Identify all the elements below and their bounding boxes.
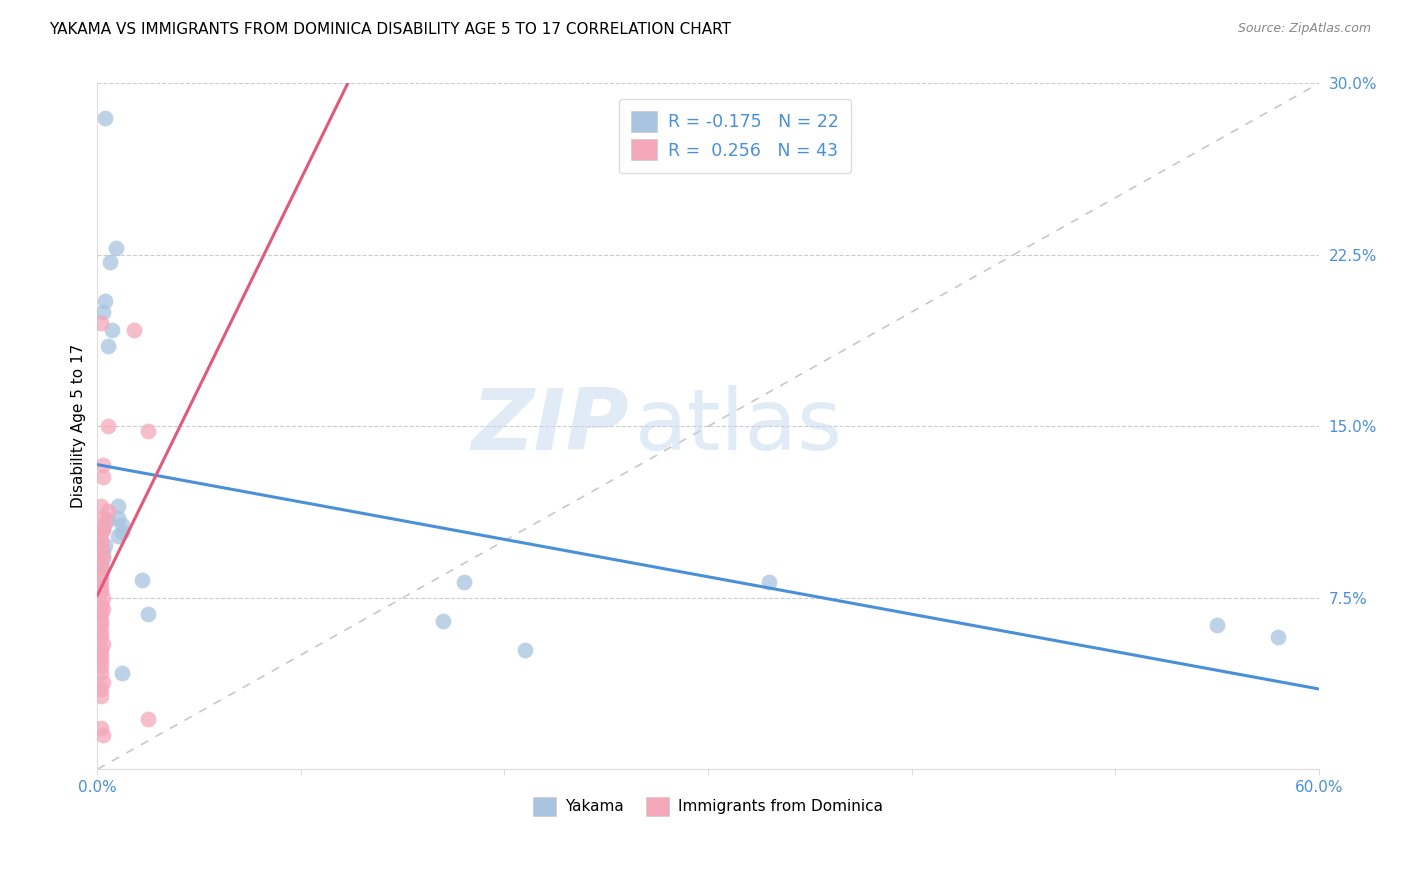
Point	[90, 614, 112, 628]
Point	[107, 529, 129, 543]
Point	[94, 111, 117, 125]
Point	[90, 526, 112, 541]
Point	[90, 584, 112, 599]
Point	[136, 712, 159, 726]
Point	[96, 513, 118, 527]
Point	[98, 254, 121, 268]
Point	[90, 533, 112, 548]
Point	[1206, 618, 1229, 632]
Point	[107, 500, 129, 514]
Point	[90, 557, 112, 571]
Point	[1267, 630, 1289, 644]
Point	[93, 636, 115, 650]
Point	[96, 339, 118, 353]
Point	[96, 419, 118, 434]
Point	[90, 557, 112, 571]
Point	[93, 728, 115, 742]
Point	[90, 666, 112, 681]
Point	[90, 648, 112, 662]
Text: ZIP: ZIP	[471, 384, 628, 468]
Point	[107, 511, 129, 525]
Point	[94, 293, 117, 308]
Point	[94, 538, 117, 552]
Point	[93, 591, 115, 605]
Point	[90, 659, 112, 673]
Point	[93, 522, 115, 536]
Point	[100, 323, 122, 337]
Point	[93, 522, 115, 536]
Point	[136, 424, 159, 438]
Point	[513, 643, 536, 657]
Point	[93, 469, 115, 483]
Y-axis label: Disability Age 5 to 17: Disability Age 5 to 17	[72, 344, 86, 508]
Legend: Yakama, Immigrants from Dominica: Yakama, Immigrants from Dominica	[524, 789, 891, 823]
Point	[90, 652, 112, 666]
Point	[94, 516, 117, 530]
Point	[93, 602, 115, 616]
Point	[131, 573, 153, 587]
Point	[90, 689, 112, 703]
Point	[90, 630, 112, 644]
Point	[90, 598, 112, 612]
Point	[453, 574, 475, 589]
Point	[432, 614, 454, 628]
Point	[111, 666, 134, 681]
Point	[90, 682, 112, 697]
Point	[90, 500, 112, 514]
Point	[93, 511, 115, 525]
Text: atlas: atlas	[634, 384, 842, 468]
Point	[90, 317, 112, 331]
Point	[93, 545, 115, 559]
Point	[90, 573, 112, 587]
Point	[93, 675, 115, 690]
Point	[90, 579, 112, 593]
Point	[96, 504, 118, 518]
Point	[93, 549, 115, 564]
Point	[90, 545, 112, 559]
Point	[90, 561, 112, 575]
Point	[104, 241, 127, 255]
Point	[122, 323, 145, 337]
Point	[90, 625, 112, 640]
Point	[90, 538, 112, 552]
Point	[111, 517, 134, 532]
Text: Source: ZipAtlas.com: Source: ZipAtlas.com	[1237, 22, 1371, 36]
Point	[93, 549, 115, 564]
Point	[93, 305, 115, 319]
Point	[90, 721, 112, 735]
Point	[90, 568, 112, 582]
Point	[93, 458, 115, 473]
Point	[90, 618, 112, 632]
Point	[136, 607, 159, 621]
Point	[90, 607, 112, 621]
Point	[758, 574, 780, 589]
Point	[93, 522, 115, 536]
Point	[111, 524, 134, 539]
Point	[90, 643, 112, 657]
Text: YAKAMA VS IMMIGRANTS FROM DOMINICA DISABILITY AGE 5 TO 17 CORRELATION CHART: YAKAMA VS IMMIGRANTS FROM DOMINICA DISAB…	[49, 22, 731, 37]
